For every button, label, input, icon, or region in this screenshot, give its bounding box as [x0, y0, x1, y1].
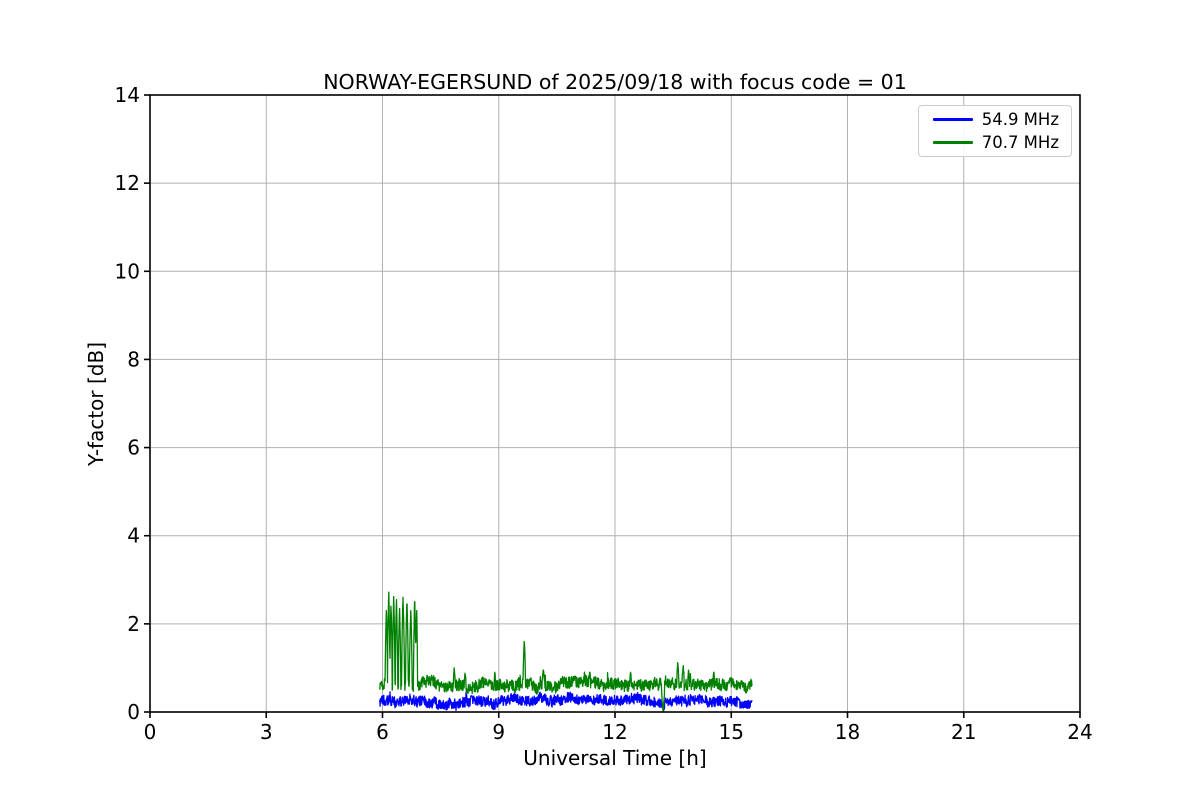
legend-line-sample-green	[933, 141, 973, 144]
x-tick-label: 18	[835, 720, 860, 744]
series-line-54-9-mhz	[379, 691, 753, 712]
series-line-70-7-mhz	[379, 591, 753, 712]
x-tick-label: 21	[951, 720, 976, 744]
chart-title: NORWAY-EGERSUND of 2025/09/18 with focus…	[323, 70, 907, 94]
y-tick-label: 10	[115, 259, 140, 283]
legend-box: 54.9 MHz 70.7 MHz	[918, 105, 1072, 157]
x-tick-label: 9	[492, 720, 505, 744]
legend-entry: 70.7 MHz	[933, 131, 1059, 154]
x-tick-label: 12	[602, 720, 627, 744]
y-tick-label: 8	[127, 347, 140, 371]
x-tick-label: 15	[719, 720, 744, 744]
y-tick-label: 14	[115, 83, 140, 107]
legend-line-sample-blue	[933, 118, 973, 121]
x-tick-label: 3	[260, 720, 273, 744]
y-tick-label: 6	[127, 436, 140, 460]
x-tick-label: 0	[144, 720, 157, 744]
y-tick-label: 2	[127, 612, 140, 636]
y-tick-label: 4	[127, 524, 140, 548]
legend-entry: 54.9 MHz	[933, 108, 1059, 131]
y-tick-label: 12	[115, 171, 140, 195]
legend-label: 54.9 MHz	[981, 110, 1059, 129]
x-axis-label: Universal Time [h]	[523, 746, 707, 770]
y-tick-label: 0	[127, 700, 140, 724]
legend-label: 70.7 MHz	[981, 133, 1059, 152]
x-tick-label: 6	[376, 720, 389, 744]
x-tick-label: 24	[1067, 720, 1092, 744]
